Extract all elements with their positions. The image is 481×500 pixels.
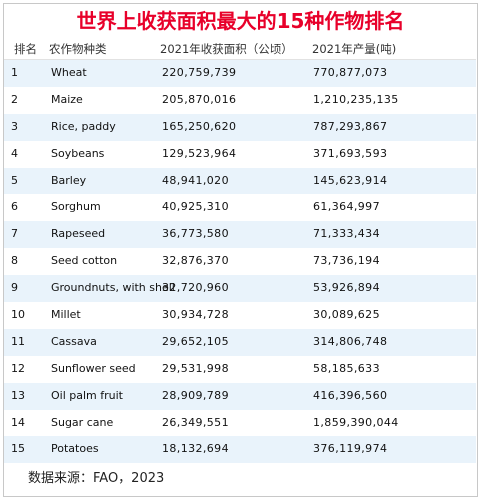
table-body: 1 Wheat 220,759,739 770,877,073 2 Maize 205,87…	[4, 60, 476, 464]
crop-cell: Sorghum	[51, 200, 101, 214]
table-header: 排名 农作物种类 2021年收获面积（公顷） 2021年产量(吨)	[4, 39, 476, 60]
area-cell: 220,759,739	[162, 66, 237, 79]
header-production: 2021年产量(吨)	[312, 42, 397, 56]
area-cell: 129,523,964	[162, 146, 237, 160]
production-cell: 1,210,235,135	[313, 92, 399, 106]
table-row: 4 Soybeans 129,523,964 371,693,593	[4, 141, 476, 168]
area-cell: 205,870,016	[162, 92, 237, 106]
area-cell: 36,773,580	[162, 227, 229, 241]
production-cell: 1,859,390,044	[313, 415, 399, 429]
production-cell: 770,877,073	[313, 66, 388, 79]
area-cell: 32,720,960	[162, 281, 229, 295]
rank-cell: 9	[11, 281, 18, 295]
table-row: 14 Sugar cane 26,349,551 1,859,390,044	[4, 410, 476, 437]
header-area: 2021年收获面积（公顷）	[160, 42, 293, 56]
area-cell: 40,925,310	[162, 200, 229, 214]
production-cell: 61,364,997	[313, 200, 380, 214]
area-cell: 30,934,728	[162, 308, 229, 322]
table-row: 11 Cassava 29,652,105 314,806,748	[4, 328, 476, 356]
rank-cell: 14	[11, 415, 25, 429]
page-title: 世界上收获面积最大的15种作物排名	[76, 9, 405, 33]
crop-cell: Barley	[51, 173, 87, 187]
crop-cell: Potatoes	[51, 442, 99, 456]
area-cell: 165,250,620	[162, 119, 237, 133]
table-row: 15 Potatoes 18,132,694 376,119,974	[4, 436, 476, 464]
rank-cell: 6	[11, 200, 18, 214]
table-row: 5 Barley 48,941,020 145,623,914	[4, 167, 476, 195]
area-cell: 28,909,789	[162, 388, 229, 402]
rank-cell: 2	[11, 92, 18, 106]
header-crop: 农作物种类	[49, 42, 107, 56]
area-cell: 18,132,694	[162, 442, 229, 456]
table-row: 7 Rapeseed 36,773,580 71,333,434	[4, 221, 476, 249]
area-cell: 26,349,551	[162, 415, 229, 429]
production-cell: 416,396,560	[313, 388, 388, 402]
rank-cell: 8	[11, 254, 18, 268]
crop-cell: Groundnuts, with shell	[51, 281, 175, 295]
rank-cell: 12	[11, 361, 25, 375]
table-row: 9 Groundnuts, with shell 32,720,960 53,926,…	[4, 275, 476, 303]
crop-cell: Sunflower seed	[51, 361, 136, 375]
rank-cell: 5	[11, 173, 18, 187]
source-note: 数据来源：FAO，2023	[28, 471, 165, 486]
table-row: 3 Rice, paddy 165,250,620 787,293,867	[4, 113, 476, 141]
crop-cell: Sugar cane	[51, 415, 114, 429]
crop-cell: Cassava	[51, 334, 97, 348]
crop-cell: Oil palm fruit	[51, 388, 123, 402]
rank-cell: 10	[11, 308, 25, 322]
table-row: 1 Wheat 220,759,739 770,877,073	[4, 60, 476, 87]
header-rank: 排名	[14, 42, 37, 56]
production-cell: 376,119,974	[313, 442, 388, 456]
table-row: 8 Seed cotton 32,876,370 73,736,194	[4, 248, 476, 275]
crop-cell: Soybeans	[51, 146, 105, 160]
rank-cell: 4	[11, 146, 18, 160]
rank-cell: 13	[11, 388, 25, 402]
production-cell: 314,806,748	[313, 334, 388, 348]
area-cell: 29,531,998	[162, 361, 229, 375]
rank-cell: 1	[11, 66, 18, 79]
rank-cell: 7	[11, 227, 18, 241]
area-cell: 29,652,105	[162, 334, 229, 348]
table-row: 2 Maize 205,870,016 1,210,235,135	[4, 87, 476, 114]
production-cell: 30,089,625	[313, 308, 380, 322]
table-row: 6 Sorghum 40,925,310 61,364,997	[4, 194, 476, 221]
production-cell: 73,736,194	[313, 254, 380, 268]
rank-cell: 15	[11, 442, 25, 456]
production-cell: 58,185,633	[313, 361, 380, 375]
rank-cell: 11	[11, 334, 25, 348]
crop-cell: Maize	[51, 92, 83, 106]
production-cell: 71,333,434	[313, 227, 380, 241]
crop-cell: Millet	[51, 308, 81, 322]
area-cell: 32,876,370	[162, 254, 229, 268]
table-row: 13 Oil palm fruit 28,909,789 416,396,560	[4, 382, 476, 410]
crop-cell: Rice, paddy	[51, 119, 116, 133]
production-cell: 145,623,914	[313, 173, 388, 187]
production-cell: 53,926,894	[313, 281, 380, 295]
table-row: 12 Sunflower seed 29,531,998 58,185,633	[4, 356, 476, 383]
table-row: 10 Millet 30,934,728 30,089,625	[4, 302, 476, 329]
crop-cell: Rapeseed	[51, 227, 106, 241]
crop-cell: Seed cotton	[51, 254, 118, 268]
area-cell: 48,941,020	[162, 173, 229, 187]
rank-cell: 3	[11, 119, 18, 133]
crop-cell: Wheat	[51, 66, 87, 79]
production-cell: 787,293,867	[313, 119, 388, 133]
production-cell: 371,693,593	[313, 146, 388, 160]
